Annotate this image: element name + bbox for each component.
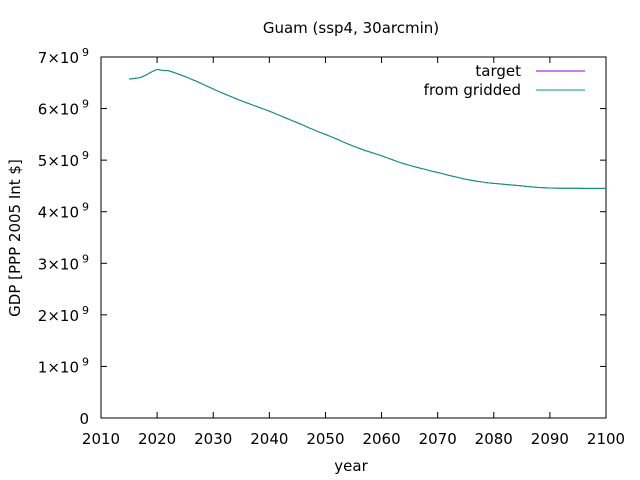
y-tick-label: 0: [79, 410, 89, 428]
chart-title: Guam (ssp4, 30arcmin): [263, 19, 439, 37]
x-axis-title: year: [334, 457, 368, 475]
y-tick-label: 3×10 9: [38, 252, 89, 273]
x-tick-label: 2010: [82, 430, 120, 448]
y-tick-label: 6×10 9: [38, 98, 89, 119]
x-tick-labels: 2010 2020 2030 2040 2050 2060 2070 2080 2090 2100: [82, 430, 625, 448]
y-tick-label: 5×10 9: [38, 149, 89, 170]
plot-frame: [100, 56, 607, 419]
y-tick-label: 4×10 9: [38, 201, 89, 222]
y-tick-labels: 0 1×10 9 2×10 9 3×10 9 4×10 9 5×10 9 6×10 9 7×10 9: [38, 46, 89, 428]
y-tick-label: 7×10 9: [38, 46, 89, 67]
x-tick-label: 2070: [419, 430, 457, 448]
axis-ticks: [100, 56, 607, 419]
y-tick-label: 2×10 9: [38, 304, 89, 325]
x-tick-label: 2040: [250, 430, 288, 448]
x-tick-label: 2030: [194, 430, 232, 448]
x-tick-label: 2060: [362, 430, 400, 448]
y-tick-label: 1×10 9: [38, 355, 89, 376]
plot-border: [100, 56, 607, 419]
x-tick-label: 2100: [587, 430, 625, 448]
y-axis-title: GDP [PPP 2005 Int $]: [6, 159, 24, 317]
x-tick-label: 2020: [138, 430, 176, 448]
series-lines: [128, 68, 606, 189]
legend-label: target: [475, 62, 521, 80]
series-line-from-gridded: [128, 68, 606, 189]
x-tick-label: 2050: [306, 430, 344, 448]
x-tick-label: 2080: [475, 430, 513, 448]
series-line-target: [128, 68, 606, 189]
legend-label: from gridded: [424, 81, 521, 99]
x-tick-label: 2090: [531, 430, 569, 448]
